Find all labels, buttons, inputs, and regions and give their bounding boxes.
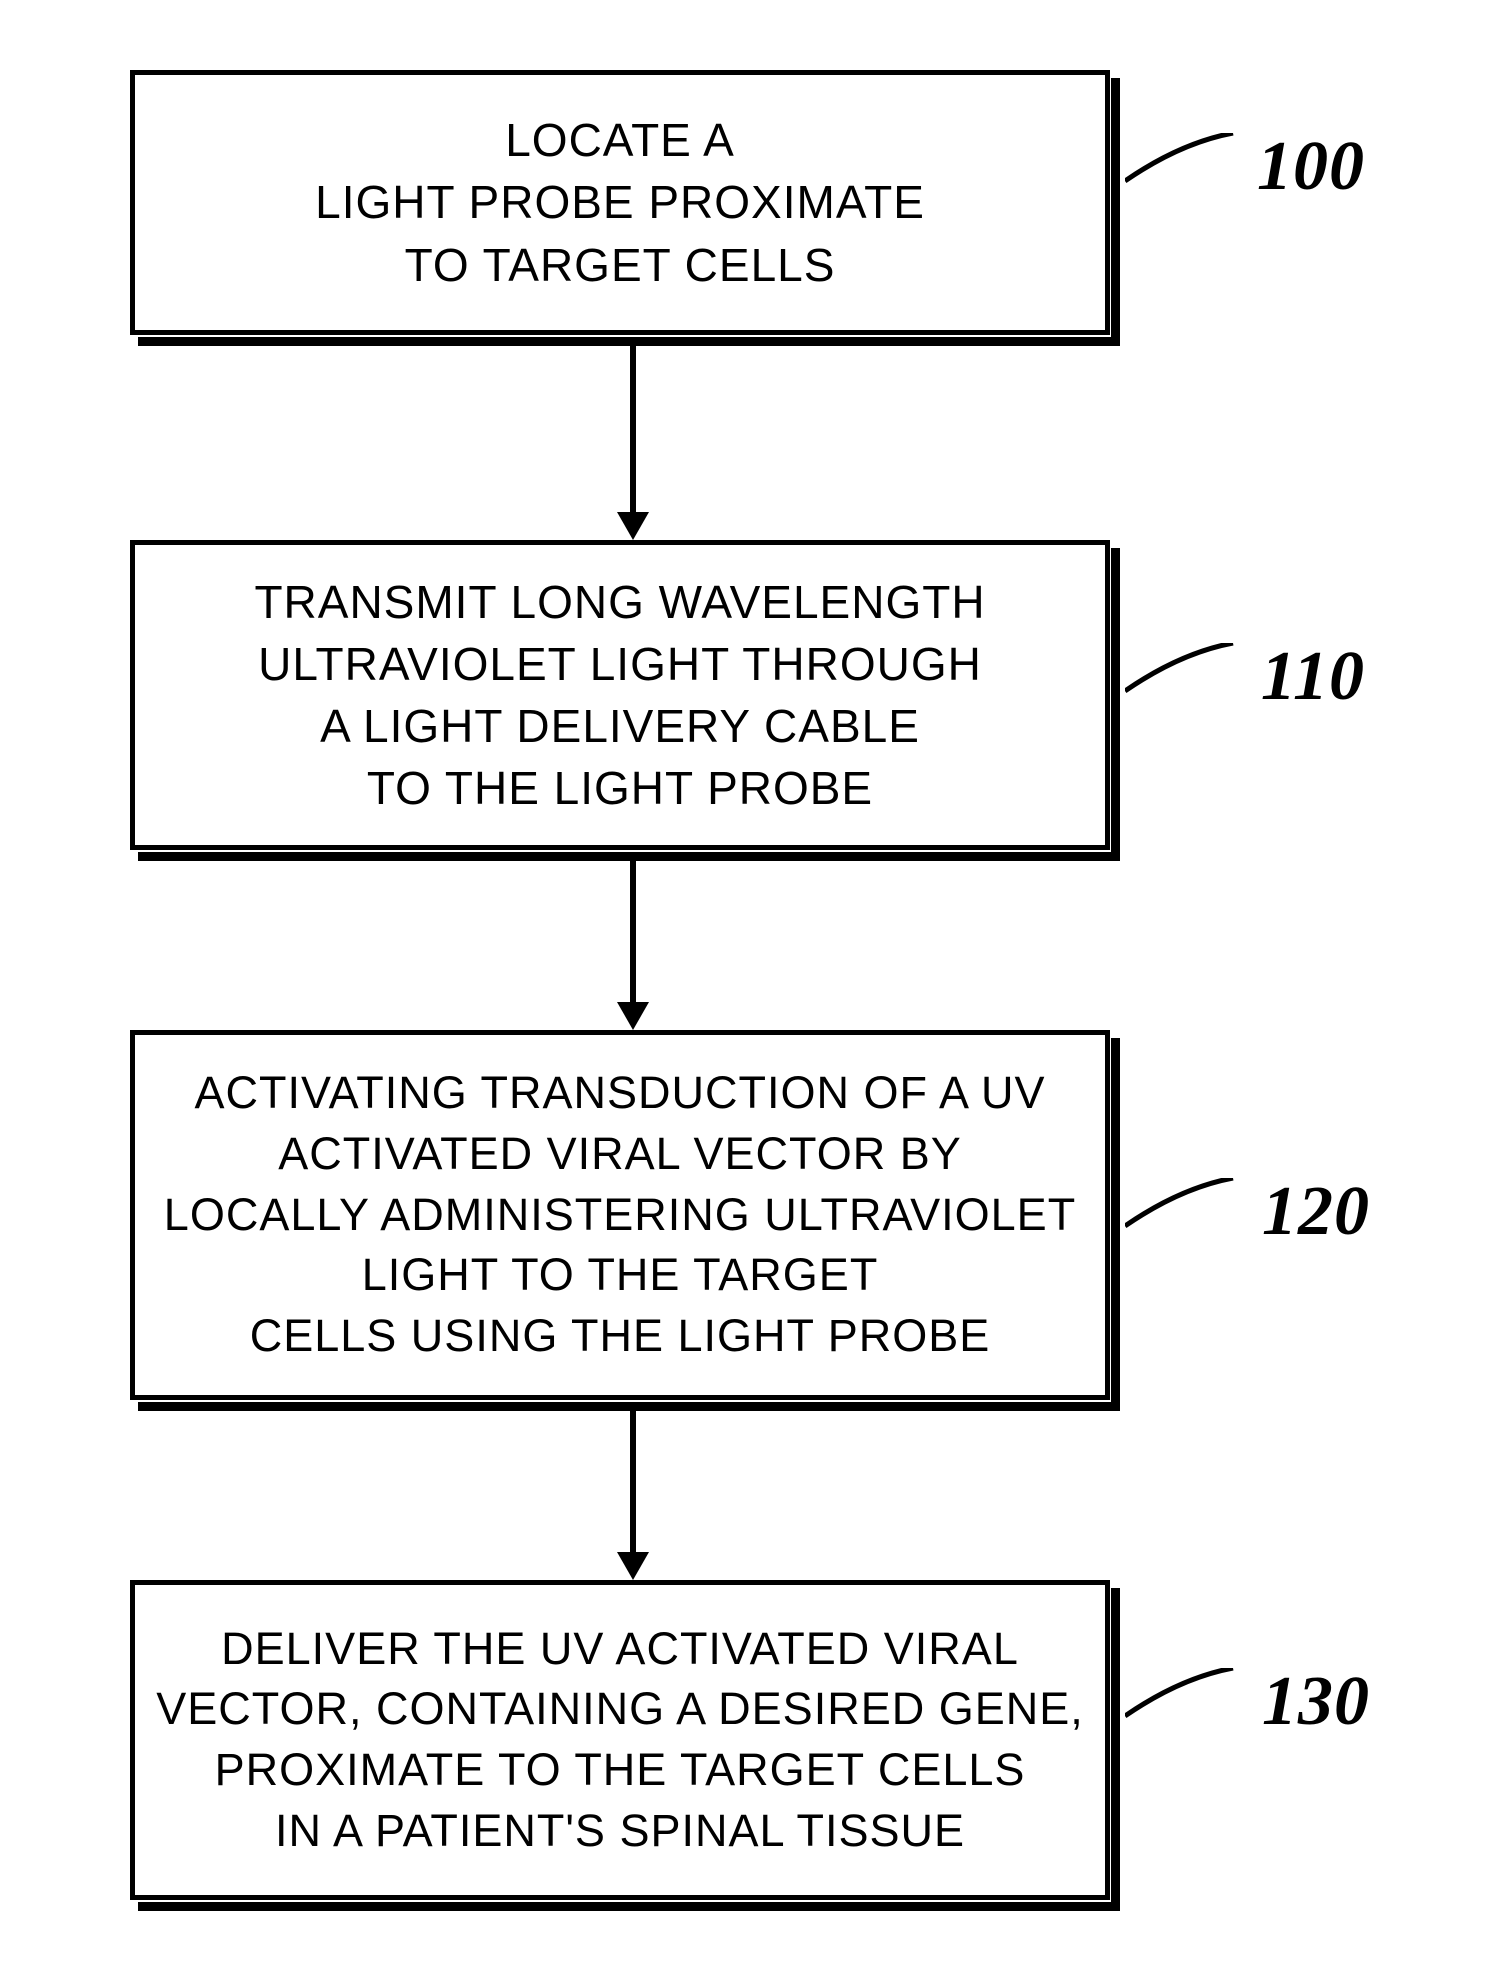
step-text-line: LIGHT TO THE TARGET	[362, 1245, 879, 1306]
step-text-line: IN A PATIENT'S SPINAL TISSUE	[275, 1801, 965, 1862]
step-box-100: LOCATE A LIGHT PROBE PROXIMATE TO TARGET…	[130, 70, 1110, 335]
step-text-line: A LIGHT DELIVERY CABLE	[320, 695, 920, 757]
step-box-130: DELIVER THE UV ACTIVATED VIRAL VECTOR, C…	[130, 1580, 1110, 1900]
step-text-line: DELIVER THE UV ACTIVATED VIRAL	[221, 1619, 1019, 1680]
flow-arrow	[617, 860, 649, 1030]
step-text-line: LOCALLY ADMINISTERING ULTRAVIOLET	[164, 1185, 1076, 1246]
step-text-line: LIGHT PROBE PROXIMATE	[315, 171, 925, 233]
step-ref-label: 130	[1262, 1655, 1370, 1750]
arrow-head-icon	[617, 512, 649, 540]
step-ref-label: 120	[1262, 1165, 1370, 1260]
step-text-line: TRANSMIT LONG WAVELENGTH	[254, 571, 985, 633]
step-ref-label: 110	[1261, 630, 1365, 725]
arrow-shaft	[630, 860, 636, 1002]
step-text-line: PROXIMATE TO THE TARGET CELLS	[215, 1740, 1026, 1801]
flow-arrow	[617, 345, 649, 540]
arrow-shaft	[630, 345, 636, 512]
step-text-line: ACTIVATED VIRAL VECTOR BY	[278, 1124, 961, 1185]
step-text-line: ULTRAVIOLET LIGHT THROUGH	[258, 633, 982, 695]
step-ref-label: 100	[1257, 120, 1365, 215]
step-text-line: VECTOR, CONTAINING A DESIRED GENE,	[156, 1679, 1084, 1740]
ref-leader-curve	[1125, 1178, 1235, 1233]
step-text-line: LOCATE A	[505, 109, 735, 171]
step-text-line: CELLS USING THE LIGHT PROBE	[250, 1306, 991, 1367]
step-box-120: ACTIVATING TRANSDUCTION OF A UV ACTIVATE…	[130, 1030, 1110, 1400]
ref-leader-curve	[1125, 643, 1235, 698]
flow-arrow	[617, 1410, 649, 1580]
arrow-head-icon	[617, 1552, 649, 1580]
ref-leader-curve	[1125, 133, 1235, 188]
ref-leader-curve	[1125, 1668, 1235, 1723]
step-text-line: ACTIVATING TRANSDUCTION OF A UV	[194, 1063, 1045, 1124]
step-text-line: TO TARGET CELLS	[405, 234, 836, 296]
step-box-110: TRANSMIT LONG WAVELENGTH ULTRAVIOLET LIG…	[130, 540, 1110, 850]
arrow-head-icon	[617, 1002, 649, 1030]
arrow-shaft	[630, 1410, 636, 1552]
step-text-line: TO THE LIGHT PROBE	[367, 757, 873, 819]
